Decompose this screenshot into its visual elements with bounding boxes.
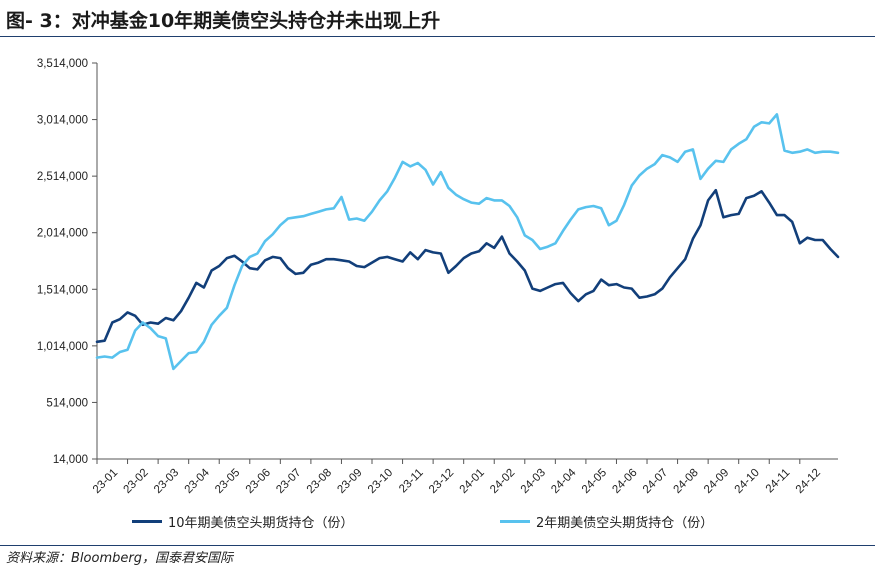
figure-title: 图- 3：对冲基金10年期美债空头持仓并未出现上升 <box>6 10 441 32</box>
legend-swatch-2y <box>500 520 530 523</box>
legend-swatch-10y <box>132 520 162 523</box>
legend-label-10y: 10年期美债空头期货持仓（份） <box>168 516 354 531</box>
legend-item-2y: 2年期美债空头期货持仓（份） <box>500 512 713 531</box>
x-tick-label: 24-10 <box>733 467 762 496</box>
x-tick-label: 24-02 <box>488 467 517 496</box>
x-tick-label: 23-04 <box>183 466 213 496</box>
x-tick-label: 23-08 <box>305 467 334 496</box>
y-tick-label: 3,014,000 <box>37 115 88 127</box>
x-tick-label: 23-11 <box>397 467 426 496</box>
source-rule <box>0 545 875 546</box>
x-tick-label: 23-09 <box>335 467 364 496</box>
series-line-2y <box>95 113 840 371</box>
x-tick-label: 24-07 <box>641 467 670 496</box>
x-tick-label: 23-07 <box>274 467 303 496</box>
series-line-10y <box>95 188 840 344</box>
title-rule <box>0 36 875 37</box>
x-tick-label: 24-06 <box>610 467 639 496</box>
x-tick-label: 24-12 <box>794 467 823 496</box>
x-axis: 23-01 23-02 23-03 23-04 23-05 23-06 23-07 23-08… <box>91 458 838 496</box>
x-tick-label: 23-06 <box>244 467 273 496</box>
x-tick-label: 24-03 <box>519 467 548 496</box>
series-lines <box>95 113 840 371</box>
x-tick-label: 24-11 <box>764 467 793 496</box>
legend-item-10y: 10年期美债空头期货持仓（份） <box>132 512 354 531</box>
y-tick-label: 3,514,000 <box>37 58 88 70</box>
legend-label-2y: 2年期美债空头期货持仓（份） <box>536 516 714 531</box>
x-tick-label: 24-01 <box>458 467 487 496</box>
x-tick-label: 23-12 <box>427 467 456 496</box>
x-tick-label: 23-05 <box>213 467 242 496</box>
y-tick-label: 1,514,000 <box>37 284 88 296</box>
x-tick-label: 24-04 <box>549 466 579 496</box>
y-tick-label: 514,000 <box>46 397 88 409</box>
x-tick-label: 23-01 <box>91 467 120 496</box>
x-tick-label: 24-05 <box>580 467 609 496</box>
y-tick-label: 2,514,000 <box>37 171 88 183</box>
y-tick-label: 1,014,000 <box>37 341 88 353</box>
x-tick-label: 23-10 <box>366 467 395 496</box>
x-tick-label: 24-08 <box>672 467 701 496</box>
y-tick-label: 2,014,000 <box>37 228 88 240</box>
x-tick-label: 23-03 <box>152 467 181 496</box>
chart-legend: 10年期美债空头期货持仓（份） 2年期美债空头期货持仓（份） <box>0 512 875 534</box>
y-tick-label: 14,000 <box>53 454 88 466</box>
source-note: 资料来源：Bloomberg，国泰君安国际 <box>6 551 233 566</box>
y-axis: 14,000 514,000 1,014,000 1,514,000 2,014,000… <box>37 58 98 466</box>
x-tick-label: 23-02 <box>121 467 150 496</box>
x-tick-label: 24-09 <box>702 467 731 496</box>
